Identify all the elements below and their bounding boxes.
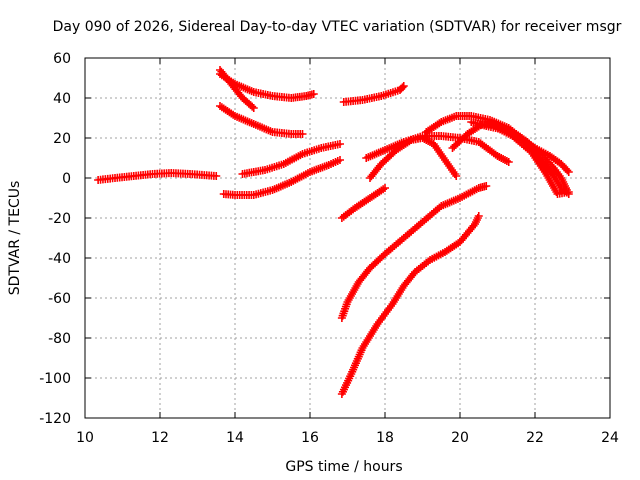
- series-arc7: [339, 82, 408, 106]
- x-tick-label: 12: [151, 430, 169, 446]
- y-tick-label: -120: [39, 411, 71, 427]
- data-point: [212, 172, 221, 180]
- y-tick-label: -20: [48, 211, 71, 227]
- data-points: [94, 66, 573, 398]
- y-tick-label: -40: [48, 251, 71, 267]
- plot-frame: [84, 57, 611, 419]
- x-axis-label: GPS time / hours: [285, 459, 402, 475]
- series-arc15: [467, 118, 573, 176]
- x-tick-label: 16: [301, 430, 319, 446]
- data-point: [249, 104, 258, 112]
- chart-title: Day 090 of 2026, Sidereal Day-to-day VTE…: [53, 19, 622, 35]
- data-point: [452, 172, 461, 180]
- data-point: [563, 166, 572, 175]
- data-point: [248, 102, 257, 111]
- data-point: [336, 156, 344, 164]
- series-arc3: [238, 140, 344, 178]
- data-point: [564, 188, 573, 196]
- series-arc9: [337, 182, 491, 322]
- data-point: [381, 184, 389, 192]
- data-point: [309, 90, 318, 98]
- y-tick-label: -100: [39, 371, 71, 387]
- y-tick-label: -60: [48, 291, 71, 307]
- data-point: [504, 158, 513, 166]
- series-arc1: [94, 169, 221, 184]
- y-tick-label: -80: [48, 331, 71, 347]
- series-arc12: [366, 134, 461, 182]
- y-tick-label: 40: [53, 91, 71, 107]
- data-point: [298, 130, 307, 138]
- data-point: [564, 168, 573, 176]
- x-tick-label: 20: [451, 430, 469, 446]
- y-tick-label: 20: [53, 131, 71, 147]
- data-point: [336, 140, 344, 148]
- series-arc4: [216, 102, 307, 138]
- y-tick-label: 60: [53, 51, 71, 67]
- series-arc8: [337, 184, 389, 222]
- tick-labels: 10 12 14 16 18 20 22 24 -120 -100 -80 -60 -40 -20 0 20 4…: [39, 51, 619, 446]
- x-tick-label: 18: [376, 430, 394, 446]
- x-tick-label: 22: [526, 430, 544, 446]
- x-tick-label: 24: [601, 430, 619, 446]
- series-arc2: [219, 156, 344, 199]
- series-arc10: [337, 212, 483, 398]
- series-arc6: [216, 70, 318, 102]
- y-tick-label: 0: [62, 171, 71, 187]
- x-tick-label: 10: [76, 430, 94, 446]
- data-point: [474, 212, 483, 220]
- data-point: [399, 82, 408, 90]
- data-point: [482, 182, 491, 190]
- data-point: [398, 83, 407, 92]
- series-arc16: [489, 122, 573, 198]
- y-axis-label: SDTVAR / TECUs: [7, 181, 23, 296]
- x-tick-label: 14: [226, 430, 244, 446]
